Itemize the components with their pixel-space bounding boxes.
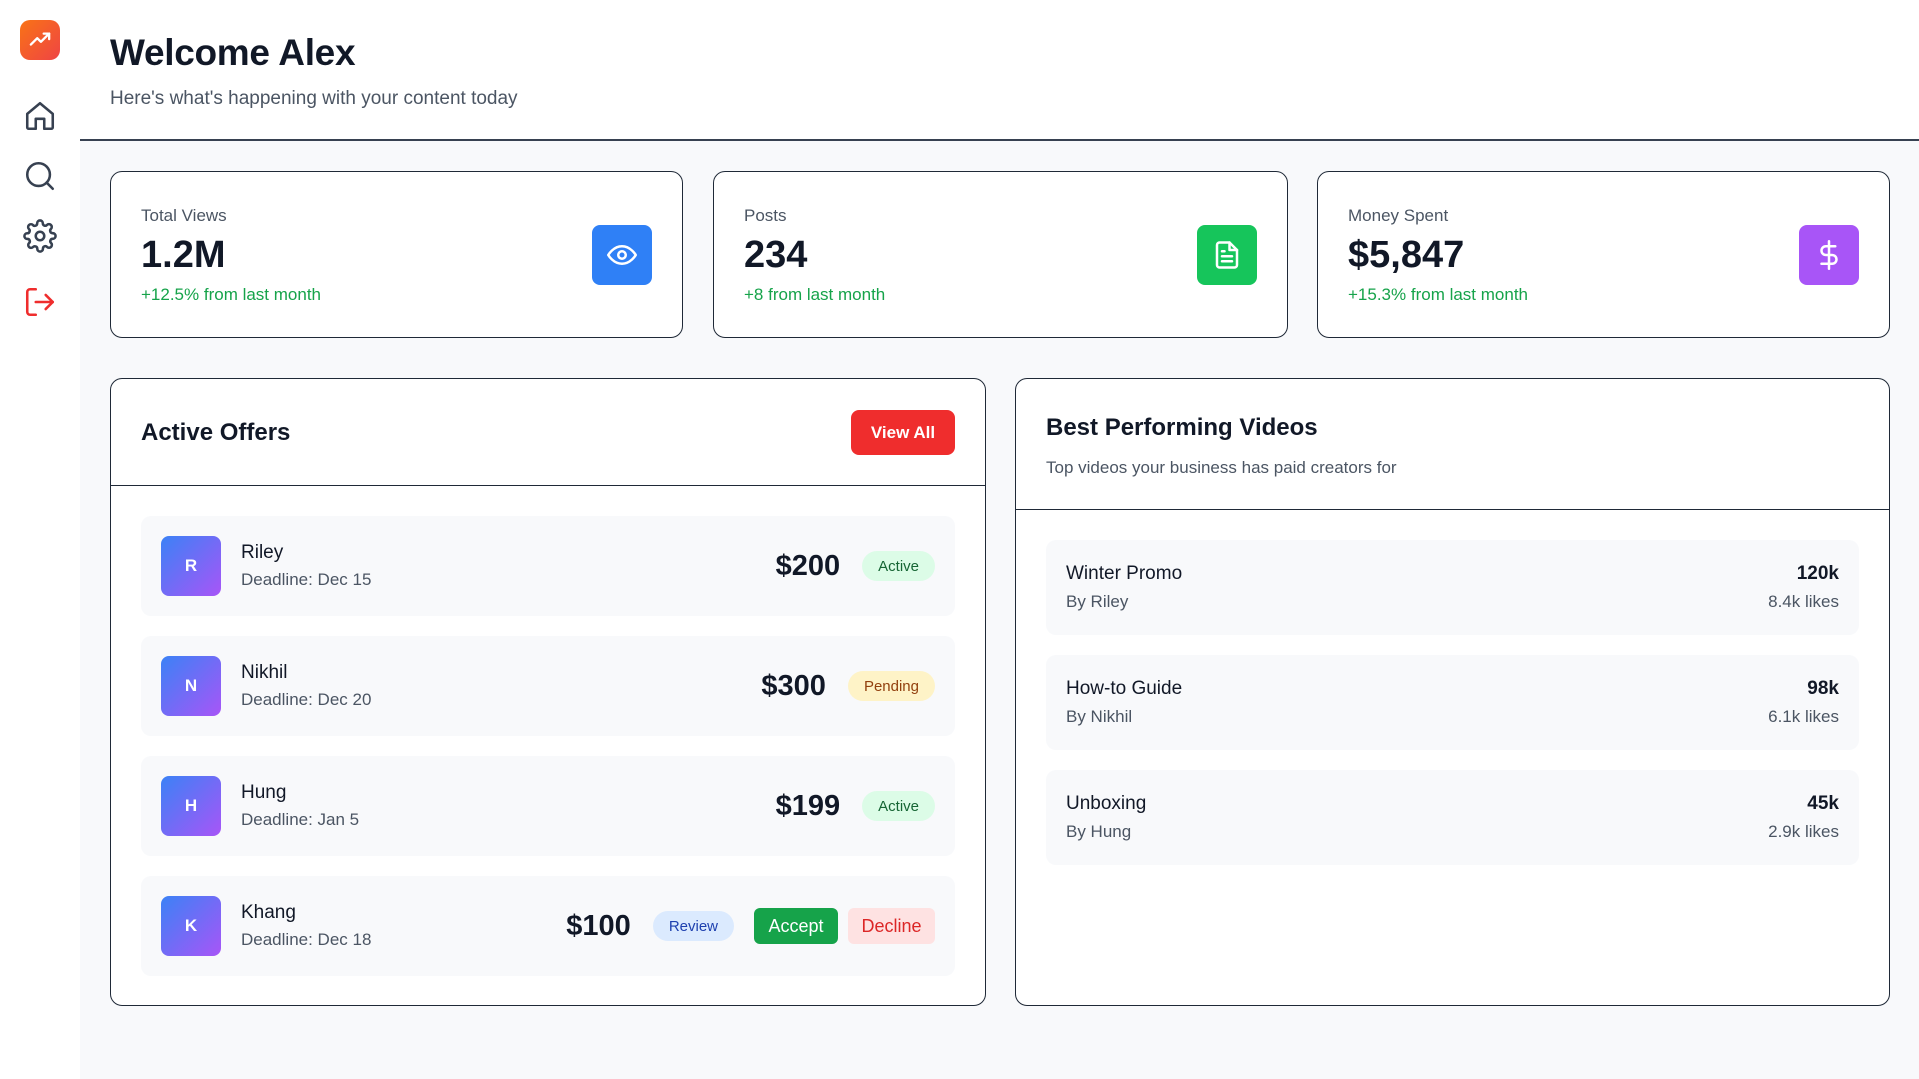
video-likes: 6.1k likes: [1768, 707, 1839, 726]
stat-change: +12.5% from last month: [141, 285, 322, 304]
offer-creator-name: Hung: [241, 782, 287, 803]
home-icon: [25, 101, 55, 131]
video-row[interactable]: Winter Promo By Riley 120k 8.4k likes: [1046, 540, 1859, 635]
offer-deadline: Deadline: Dec 18: [241, 930, 372, 949]
offers-list: R Riley Deadline: Dec 15 $200 Active N N…: [111, 486, 985, 976]
view-all-button[interactable]: View All: [851, 410, 955, 455]
stat-card-total-views: Total Views 1.2M +12.5% from last month: [110, 171, 683, 338]
avatar: N: [161, 656, 221, 716]
stat-label: Posts: [744, 206, 787, 225]
stat-value: 1.2M: [141, 234, 226, 276]
offer-amount: $199: [775, 789, 841, 822]
stat-icon-badge: [1197, 225, 1257, 285]
video-author: By Nikhil: [1066, 707, 1133, 726]
active-offers-header: Active Offers View All: [111, 379, 985, 486]
trending-up-icon: [29, 32, 51, 46]
gear-icon: [23, 219, 57, 253]
video-likes: 2.9k likes: [1768, 822, 1839, 841]
offer-creator-name: Nikhil: [241, 662, 288, 683]
stat-value: $5,847: [1348, 234, 1465, 276]
video-row[interactable]: Unboxing By Hung 45k 2.9k likes: [1046, 770, 1859, 865]
offer-deadline: Deadline: Dec 20: [241, 690, 372, 709]
offer-creator-name: Riley: [241, 542, 284, 563]
avatar: H: [161, 776, 221, 836]
video-views: 120k: [1796, 563, 1839, 584]
page-subtitle: Here's what's happening with your conten…: [110, 88, 518, 109]
stat-value: 234: [744, 234, 808, 276]
offer-deadline: Deadline: Dec 15: [241, 570, 372, 589]
stat-icon-badge: [1799, 225, 1859, 285]
offer-amount: $200: [775, 549, 841, 582]
active-offers-title: Active Offers: [141, 419, 291, 446]
offer-row[interactable]: R Riley Deadline: Dec 15 $200 Active: [141, 516, 955, 616]
video-title: Unboxing: [1066, 793, 1147, 814]
search-icon: [25, 161, 55, 191]
sidebar-item-logout[interactable]: [20, 282, 60, 322]
logout-icon: [25, 287, 55, 317]
stat-card-posts: Posts 234 +8 from last month: [713, 171, 1288, 338]
video-views: 45k: [1807, 793, 1839, 814]
best-videos-title: Best Performing Videos: [1046, 414, 1318, 441]
videos-list: Winter Promo By Riley 120k 8.4k likes Ho…: [1016, 510, 1889, 865]
video-views: 98k: [1807, 678, 1839, 699]
sidebar: [0, 0, 80, 1079]
sidebar-item-home[interactable]: [20, 96, 60, 136]
stat-label: Total Views: [141, 206, 227, 225]
stat-change: +8 from last month: [744, 285, 886, 304]
document-icon: [1215, 241, 1239, 269]
status-badge: Review: [652, 911, 734, 941]
decline-button[interactable]: Decline: [848, 908, 935, 944]
offer-amount: $100: [566, 909, 631, 942]
stat-label: Money Spent: [1348, 206, 1449, 225]
stat-change: +15.3% from last month: [1348, 285, 1529, 304]
offer-deadline: Deadline: Jan 5: [241, 810, 360, 829]
app-logo[interactable]: [20, 20, 60, 60]
offer-amount: $300: [761, 669, 826, 702]
best-videos-subtitle: Top videos your business has paid creato…: [1046, 458, 1397, 477]
stat-icon-badge: [592, 225, 652, 285]
dollar-icon: [1820, 240, 1838, 270]
video-likes: 8.4k likes: [1768, 592, 1839, 611]
stat-card-money-spent: Money Spent $5,847 +15.3% from last mont…: [1317, 171, 1890, 338]
active-offers-panel: Active Offers View All R Riley Deadline:…: [110, 378, 986, 1006]
page-title: Welcome Alex: [110, 32, 356, 73]
offer-row[interactable]: N Nikhil Deadline: Dec 20 $300 Pending: [141, 636, 955, 736]
video-author: By Hung: [1066, 822, 1132, 841]
offer-row[interactable]: H Hung Deadline: Jan 5 $199 Active: [141, 756, 955, 856]
video-title: How-to Guide: [1066, 678, 1183, 699]
accept-button[interactable]: Accept: [754, 908, 838, 944]
status-badge: Pending: [847, 671, 935, 701]
page-header: Welcome Alex Here's what's happening wit…: [80, 0, 1919, 141]
video-author: By Riley: [1066, 592, 1129, 611]
offer-row[interactable]: K Khang Deadline: Dec 18 $100 Review Acc…: [141, 876, 955, 976]
avatar: R: [161, 536, 221, 596]
status-badge: Active: [862, 791, 935, 821]
video-row[interactable]: How-to Guide By Nikhil 98k 6.1k likes: [1046, 655, 1859, 750]
offer-creator-name: Khang: [241, 902, 296, 923]
sidebar-item-settings[interactable]: [20, 216, 60, 256]
status-badge: Active: [862, 551, 935, 581]
best-videos-panel: Best Performing Videos Top videos your b…: [1015, 378, 1890, 1006]
best-videos-header: Best Performing Videos Top videos your b…: [1016, 379, 1889, 510]
sidebar-item-search[interactable]: [20, 156, 60, 196]
eye-icon: [607, 245, 637, 265]
video-title: Winter Promo: [1066, 563, 1183, 584]
avatar: K: [161, 896, 221, 956]
